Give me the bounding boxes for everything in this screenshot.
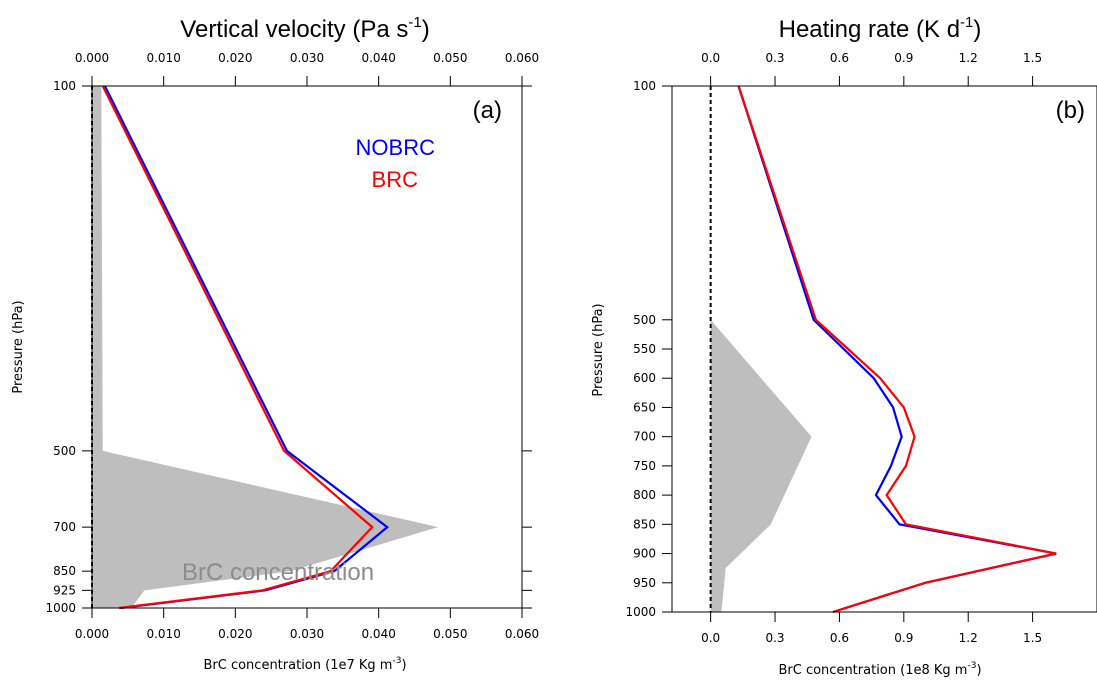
panel-label-a: (a) (473, 97, 502, 124)
series-group-a (101, 85, 390, 610)
x-tick-label-top-b: 0.9 (894, 51, 913, 65)
y-tick-label-b: 950 (633, 576, 656, 590)
x-tick-label-top-a: 0.000 (75, 51, 109, 65)
y-tick-label-a: 700 (53, 520, 76, 534)
y-axis-label-b: Pressure (hPa) (591, 303, 606, 396)
y-tick-label-a: 1000 (45, 601, 76, 615)
x-tick-label-top-b: 1.2 (959, 51, 978, 65)
x-tick-label-bottom-b: 0.0 (701, 631, 720, 645)
x-tick-label-top-a: 0.020 (218, 51, 252, 65)
x-tick-label-bottom-a: 0.010 (146, 627, 180, 641)
x-tick-label-bottom-a: 0.020 (218, 627, 252, 641)
series-line-nobrc-b (737, 85, 1057, 614)
series-line-brc-a (101, 85, 374, 610)
x-tick-label-bottom-b: 0.3 (765, 631, 784, 645)
y-tick-label-a: 500 (53, 444, 76, 458)
panel-label-b: (b) (1056, 97, 1085, 124)
x-tick-label-bottom-a: 0.000 (75, 627, 109, 641)
x-tick-label-top-b: 0.0 (701, 51, 720, 65)
ticks-b: 0.0 0.0 0.3 0.3 0.6 0.6 0.9 0.9 1.2 1.2 1.5 1.5 100 5… (625, 51, 1042, 645)
x-tick-label-top-a: 0.040 (361, 51, 395, 65)
x-tick-label-bottom-b: 1.5 (1023, 631, 1042, 645)
x-tick-label-top-a: 0.030 (290, 51, 324, 65)
x-tick-label-bottom-b: 0.9 (894, 631, 913, 645)
y-tick-label-b: 650 (633, 400, 656, 414)
x-axis-label-b: BrC concentration (1e8 Kg m-3) (778, 661, 981, 678)
legend-entry-nobrc: NOBRC (356, 135, 436, 160)
x-tick-label-bottom-a: 0.030 (290, 627, 324, 641)
y-tick-label-b: 550 (633, 342, 656, 356)
x-tick-label-bottom-a: 0.050 (433, 627, 467, 641)
chart-title-a: Vertical velocity (Pa s-1) (180, 14, 429, 43)
y-tick-label-a: 850 (53, 564, 76, 578)
y-tick-label-b: 700 (633, 430, 656, 444)
shade-area-a (92, 86, 439, 608)
y-tick-label-b: 750 (633, 459, 656, 473)
y-tick-label-b: 850 (633, 517, 656, 531)
x-tick-label-top-a: 0.050 (433, 51, 467, 65)
y-tick-label-b: 800 (633, 488, 656, 502)
shade-label-a: BrC concentration (182, 559, 374, 586)
x-tick-label-top-b: 0.3 (765, 51, 784, 65)
legend-entry-brc: BRC (372, 167, 419, 192)
y-tick-label-a: 925 (53, 583, 76, 597)
x-tick-label-top-a: 0.060 (505, 51, 539, 65)
chart-title-b: Heating rate (K d-1) (779, 14, 982, 43)
x-tick-label-top-b: 0.6 (830, 51, 849, 65)
x-tick-label-top-a: 0.010 (146, 51, 180, 65)
y-tick-label-a: 100 (53, 79, 76, 93)
y-tick-label-b: 1000 (625, 605, 656, 619)
panel-a: 0.000 0.000 0.010 0.010 0.020 0.020 0.030 0.030… (11, 14, 539, 673)
y-tick-label-b: 600 (633, 371, 656, 385)
brc-concentration-shade-a (92, 86, 439, 608)
y-axis-label-a: Pressure (hPa) (11, 300, 26, 393)
series-group-b (737, 85, 1057, 614)
brc-concentration-shade-b (710, 319, 812, 612)
x-tick-label-bottom-a: 0.060 (505, 627, 539, 641)
panel-b: 0.0 0.0 0.3 0.3 0.6 0.6 0.9 0.9 1.2 1.2 1.5 1.5 100 5… (591, 14, 1097, 678)
shade-area-b (710, 319, 812, 612)
x-tick-label-bottom-b: 0.6 (830, 631, 849, 645)
y-tick-label-b: 900 (633, 547, 656, 561)
x-tick-label-bottom-b: 1.2 (959, 631, 978, 645)
series-line-brc-b (737, 85, 1057, 614)
ticks-a: 0.000 0.000 0.010 0.010 0.020 0.020 0.030 0.030… (45, 51, 539, 641)
x-tick-label-top-b: 1.5 (1023, 51, 1042, 65)
x-tick-label-bottom-a: 0.040 (361, 627, 395, 641)
y-tick-label-b: 500 (633, 313, 656, 327)
x-axis-label-a: BrC concentration (1e7 Kg m-3) (203, 656, 406, 673)
y-tick-label-b: 100 (633, 79, 656, 93)
